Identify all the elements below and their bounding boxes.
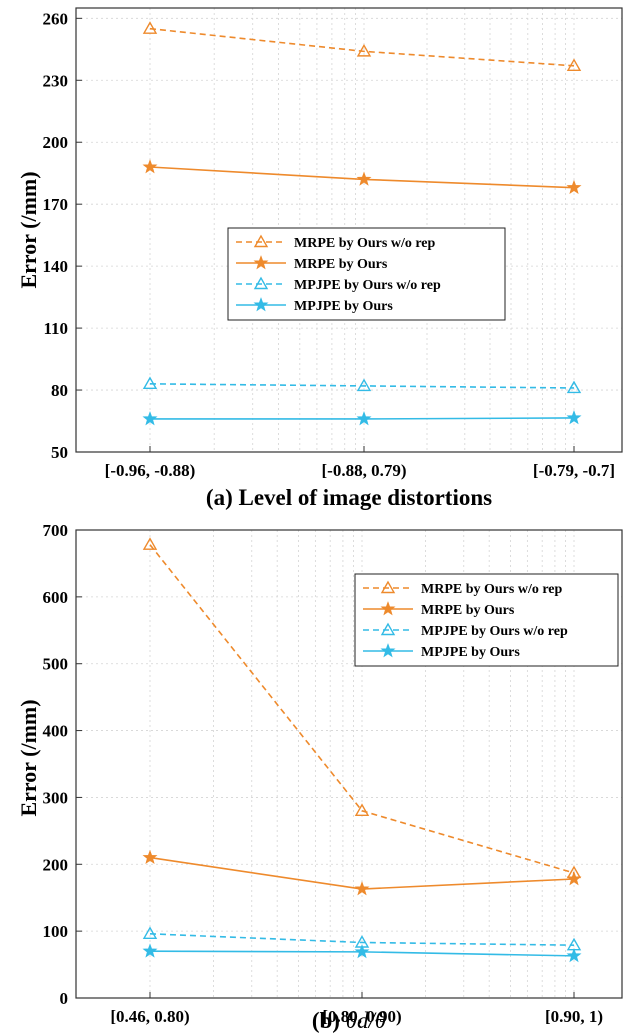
plot-frame bbox=[75, 7, 623, 453]
star-marker bbox=[566, 871, 582, 886]
y-tick-label: 260 bbox=[43, 9, 69, 28]
x-tick-label: [-0.79, -0.7] bbox=[533, 461, 615, 480]
star-marker bbox=[566, 410, 582, 425]
legend-marker bbox=[253, 255, 269, 270]
x-tick-label: [0.46, 0.80) bbox=[110, 1007, 189, 1026]
star-marker bbox=[354, 943, 370, 959]
legend-box bbox=[227, 227, 506, 321]
series-line bbox=[149, 383, 575, 389]
chart-b: 0 100 200 300 400 500 600 700 [0.46, 0.80) [0.80,… bbox=[16, 521, 623, 1033]
y-axis-label: Error (/mm) bbox=[16, 171, 41, 288]
star-marker bbox=[566, 179, 582, 195]
legend-marker bbox=[380, 643, 396, 658]
y-tick-label: 400 bbox=[43, 722, 69, 741]
legend-label: MRPE by Ours bbox=[421, 603, 515, 618]
triangle-marker bbox=[356, 43, 372, 57]
y-tick-label: 170 bbox=[43, 195, 69, 214]
legend-label: MPJPE by Ours bbox=[294, 299, 393, 314]
series-line bbox=[149, 544, 575, 874]
triangle-marker bbox=[566, 380, 582, 394]
star-marker bbox=[354, 881, 370, 896]
y-axis-label: Error (/mm) bbox=[16, 699, 41, 816]
chart-caption: (a) Level of image distortions bbox=[206, 485, 492, 510]
star-marker bbox=[356, 411, 372, 426]
legend-label: MPJPE by Ours bbox=[421, 645, 520, 660]
legend-marker bbox=[253, 297, 269, 312]
series-line bbox=[149, 933, 575, 946]
legend-label: MPJPE by Ours w/o rep bbox=[294, 278, 441, 293]
y-tick-label: 300 bbox=[43, 788, 69, 807]
x-tick-label: [0.80, 0.90) bbox=[322, 1007, 401, 1026]
x-tick-label: [-0.88, 0.79) bbox=[322, 461, 407, 480]
legend: MRPE by Ours w/o rep MRPE by Ours MPJPE by… bbox=[227, 227, 506, 321]
y-tick-label: 110 bbox=[43, 319, 68, 338]
star-marker bbox=[142, 159, 158, 174]
triangle-marker bbox=[566, 58, 582, 72]
y-tick-label: 50 bbox=[51, 443, 68, 462]
legend-marker bbox=[380, 601, 396, 616]
legend-label: MRPE by Ours bbox=[294, 257, 388, 272]
legend-marker bbox=[253, 234, 269, 248]
legend-label: MRPE by Ours w/o rep bbox=[421, 582, 563, 597]
legend-label: MRPE by Ours w/o rep bbox=[294, 236, 436, 251]
series-mpjpe-by-ours-w-o-rep bbox=[142, 376, 582, 394]
star-marker bbox=[356, 171, 372, 186]
chart-caption: (b) θd/θ bbox=[312, 1008, 386, 1033]
y-tick-label: 600 bbox=[43, 588, 69, 607]
y-tick-label: 200 bbox=[43, 855, 69, 874]
caption-prefix: (b) bbox=[312, 1008, 346, 1033]
legend-label: MPJPE by Ours w/o rep bbox=[421, 624, 568, 639]
y-tick-label: 0 bbox=[60, 989, 69, 1008]
plot-frame bbox=[75, 529, 623, 999]
y-tick-label: 230 bbox=[43, 71, 69, 90]
y-tick-label: 700 bbox=[43, 521, 69, 540]
star-marker bbox=[142, 849, 158, 864]
legend: MRPE by Ours w/o rep MRPE by Ours MPJPE by… bbox=[354, 573, 619, 667]
series-mpjpe-by-ours bbox=[142, 410, 582, 426]
star-marker bbox=[142, 411, 158, 426]
series-mrpe-by-ours-w-o-rep bbox=[142, 21, 582, 72]
triangle-marker bbox=[142, 537, 158, 550]
series-mrpe-by-ours bbox=[142, 849, 582, 896]
y-tick-label: 140 bbox=[43, 257, 69, 276]
star-marker bbox=[142, 943, 158, 958]
series-mpjpe-by-ours bbox=[142, 943, 582, 963]
star-marker bbox=[566, 948, 582, 963]
triangle-marker bbox=[354, 803, 370, 816]
triangle-marker bbox=[142, 926, 158, 940]
triangle-marker bbox=[142, 21, 158, 34]
y-tick-label: 80 bbox=[51, 381, 68, 400]
y-tick-label: 500 bbox=[43, 655, 69, 674]
legend-marker bbox=[380, 622, 396, 636]
triangle-marker bbox=[142, 376, 158, 390]
series-mrpe-by-ours bbox=[142, 159, 582, 195]
caption-math: θd/θ bbox=[346, 1008, 387, 1033]
x-tick-label: [-0.96, -0.88) bbox=[105, 461, 196, 480]
series-line bbox=[149, 27, 575, 67]
legend-marker bbox=[253, 276, 269, 290]
series-mpjpe-by-ours-w-o-rep bbox=[142, 926, 582, 951]
legend-marker bbox=[380, 580, 396, 594]
chart-a: 50 80 110 140 170 200 230 260 [-0.96, -0.88) [-0.… bbox=[16, 7, 623, 510]
y-tick-label: 200 bbox=[43, 133, 69, 152]
y-tick-label: 100 bbox=[43, 922, 69, 941]
triangle-marker bbox=[356, 378, 372, 392]
x-tick-label: [0.90, 1) bbox=[545, 1007, 603, 1026]
